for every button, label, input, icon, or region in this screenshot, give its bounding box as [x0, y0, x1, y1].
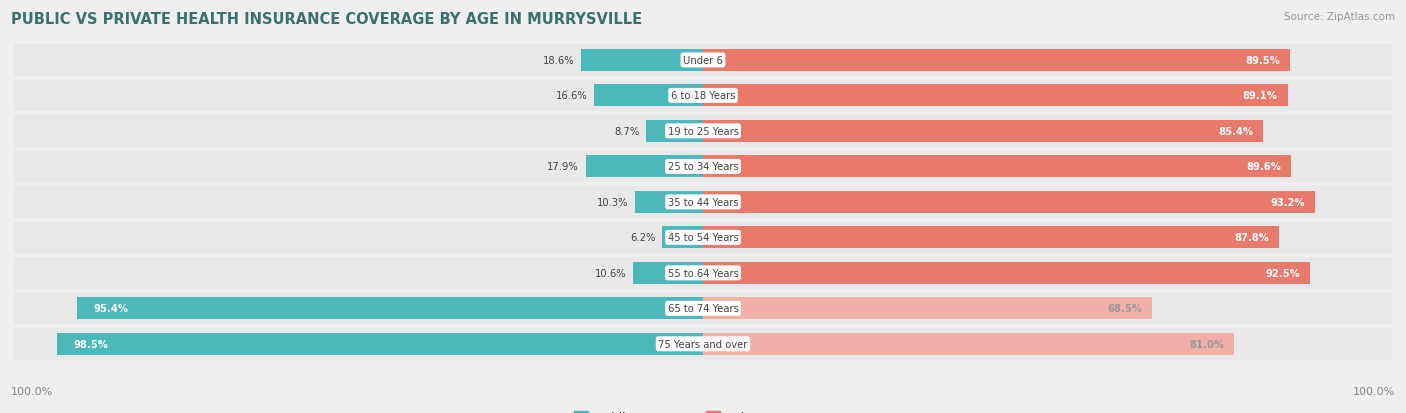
- Bar: [703, 121, 1264, 142]
- Bar: [77, 298, 703, 320]
- Text: 17.9%: 17.9%: [547, 162, 579, 172]
- Text: 16.6%: 16.6%: [555, 91, 588, 101]
- Text: 89.5%: 89.5%: [1246, 56, 1281, 66]
- Bar: [14, 326, 1392, 362]
- Bar: [703, 333, 1234, 355]
- Bar: [645, 121, 703, 142]
- Text: 81.0%: 81.0%: [1189, 339, 1225, 349]
- Bar: [703, 191, 1315, 214]
- Text: 18.6%: 18.6%: [543, 56, 575, 66]
- Bar: [636, 191, 703, 214]
- Bar: [595, 85, 703, 107]
- Text: 45 to 54 Years: 45 to 54 Years: [668, 233, 738, 243]
- Text: 98.5%: 98.5%: [73, 339, 108, 349]
- Bar: [703, 262, 1310, 284]
- Text: 6.2%: 6.2%: [630, 233, 655, 243]
- Text: 89.6%: 89.6%: [1246, 162, 1281, 172]
- Bar: [581, 50, 703, 72]
- Bar: [56, 333, 703, 355]
- Bar: [662, 227, 703, 249]
- Bar: [14, 149, 1392, 185]
- Bar: [703, 85, 1288, 107]
- Bar: [14, 220, 1392, 256]
- Text: 8.7%: 8.7%: [614, 126, 640, 137]
- Text: 19 to 25 Years: 19 to 25 Years: [668, 126, 738, 137]
- Text: 87.8%: 87.8%: [1234, 233, 1270, 243]
- Bar: [585, 156, 703, 178]
- Bar: [14, 114, 1392, 149]
- Text: 85.4%: 85.4%: [1219, 126, 1254, 137]
- Bar: [703, 227, 1279, 249]
- Text: 100.0%: 100.0%: [11, 387, 53, 396]
- Bar: [14, 256, 1392, 291]
- Text: 68.5%: 68.5%: [1108, 304, 1143, 313]
- Text: 6 to 18 Years: 6 to 18 Years: [671, 91, 735, 101]
- Bar: [703, 50, 1291, 72]
- Text: 55 to 64 Years: 55 to 64 Years: [668, 268, 738, 278]
- Text: 92.5%: 92.5%: [1265, 268, 1301, 278]
- Text: 25 to 34 Years: 25 to 34 Years: [668, 162, 738, 172]
- Text: 35 to 44 Years: 35 to 44 Years: [668, 197, 738, 207]
- Text: 75 Years and over: 75 Years and over: [658, 339, 748, 349]
- Legend: Public Insurance, Private Insurance: Public Insurance, Private Insurance: [569, 406, 837, 413]
- Bar: [703, 298, 1153, 320]
- Bar: [14, 78, 1392, 114]
- Bar: [703, 156, 1291, 178]
- Text: 10.6%: 10.6%: [595, 268, 627, 278]
- Bar: [14, 43, 1392, 78]
- Bar: [14, 185, 1392, 220]
- Text: 89.1%: 89.1%: [1243, 91, 1278, 101]
- Text: 10.3%: 10.3%: [598, 197, 628, 207]
- Bar: [14, 291, 1392, 326]
- Text: 95.4%: 95.4%: [93, 304, 128, 313]
- Text: 100.0%: 100.0%: [1353, 387, 1395, 396]
- Text: 93.2%: 93.2%: [1270, 197, 1305, 207]
- Text: Under 6: Under 6: [683, 56, 723, 66]
- Text: Source: ZipAtlas.com: Source: ZipAtlas.com: [1284, 12, 1395, 22]
- Bar: [634, 262, 703, 284]
- Text: 65 to 74 Years: 65 to 74 Years: [668, 304, 738, 313]
- Text: PUBLIC VS PRIVATE HEALTH INSURANCE COVERAGE BY AGE IN MURRYSVILLE: PUBLIC VS PRIVATE HEALTH INSURANCE COVER…: [11, 12, 643, 27]
